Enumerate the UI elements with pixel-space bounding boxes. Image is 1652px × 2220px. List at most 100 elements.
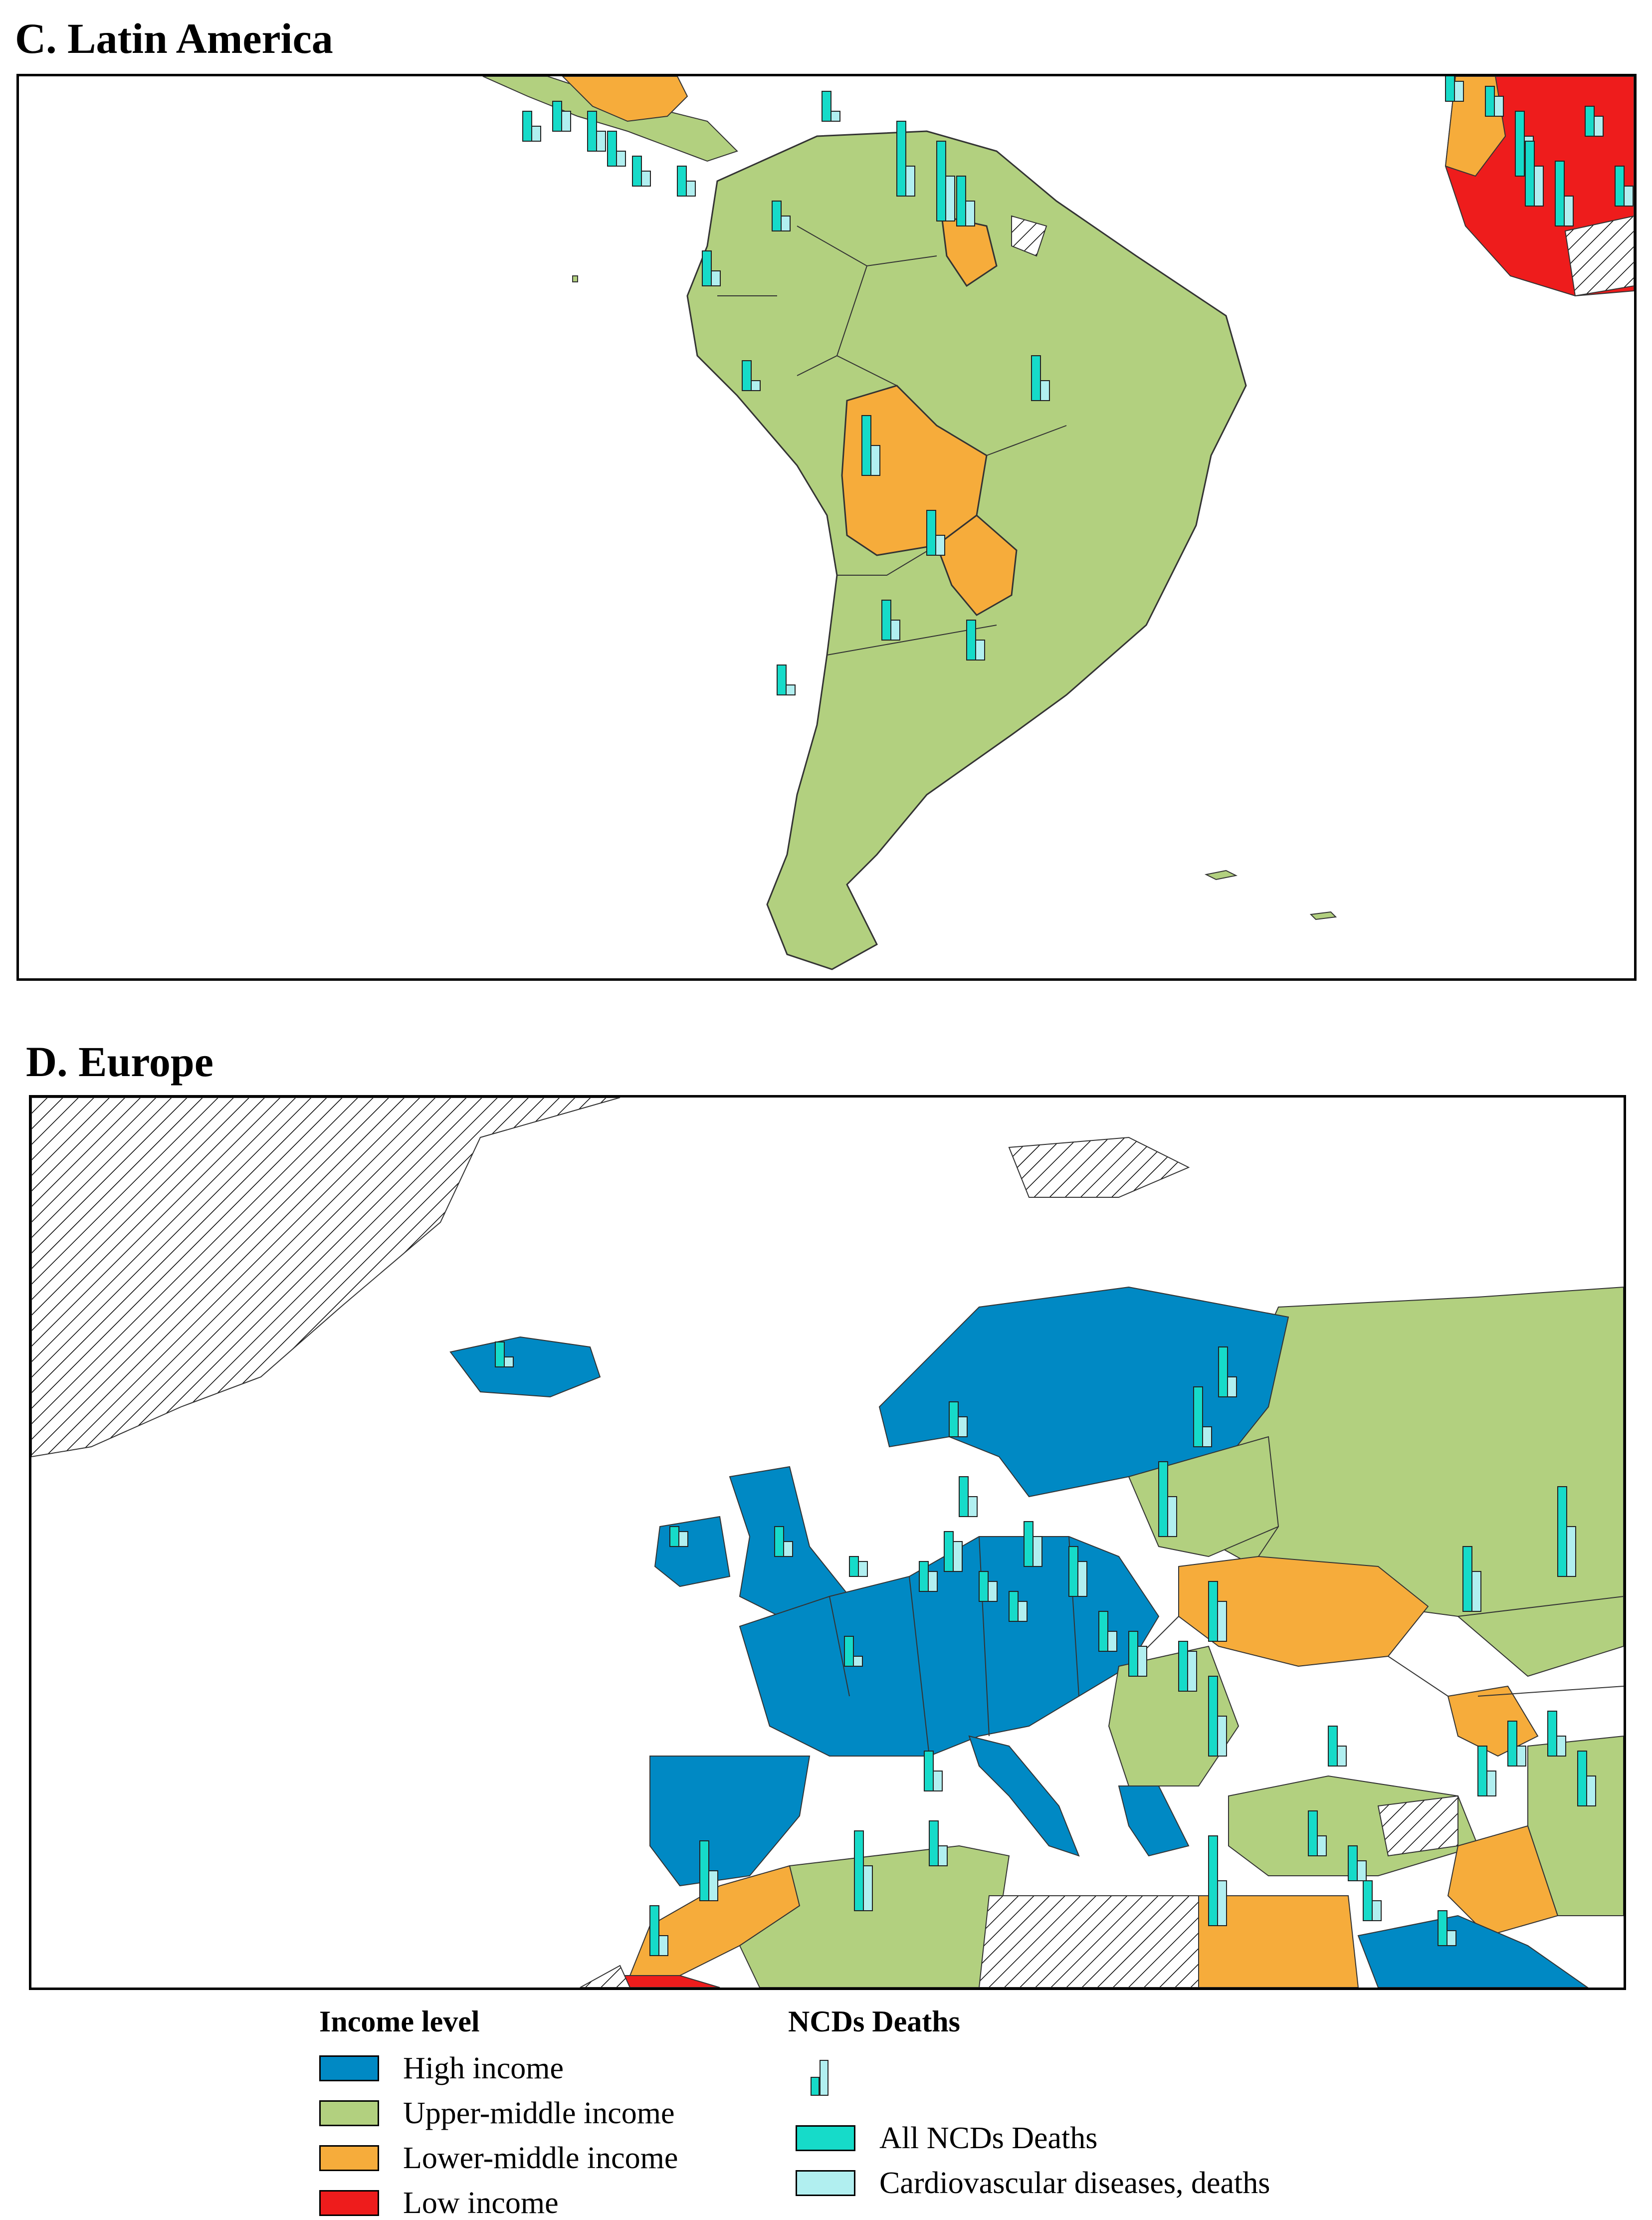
guyana-lmi bbox=[941, 215, 998, 287]
cvd-bar bbox=[751, 380, 761, 391]
all-ncds-bar bbox=[777, 665, 787, 695]
panel-title-latin-america: C. Latin America bbox=[15, 14, 333, 62]
cvd-bar bbox=[1217, 1880, 1227, 1926]
legend-label: Cardiovascular diseases, deaths bbox=[879, 2166, 1270, 2200]
cvd-bar bbox=[1032, 1536, 1042, 1567]
all-ncds-bar bbox=[1438, 1910, 1447, 1946]
all-ncds-bar bbox=[1193, 1386, 1203, 1447]
cvd-bar bbox=[1227, 1376, 1237, 1397]
eastern-europe-umi bbox=[1108, 1436, 1279, 1786]
cvd-bar bbox=[1454, 81, 1464, 102]
legend-swatch bbox=[319, 2145, 379, 2171]
cvd-bar bbox=[935, 535, 945, 556]
cvd-bar bbox=[953, 1541, 963, 1572]
cvd-bar bbox=[1471, 1571, 1481, 1612]
all-ncds-bar bbox=[495, 1341, 505, 1367]
all-ncds-bar bbox=[1208, 1835, 1218, 1926]
all-ncds-bar bbox=[607, 131, 617, 167]
cvd-bar bbox=[1217, 1601, 1227, 1642]
cvd-bar bbox=[531, 126, 541, 142]
all-ncds-bar bbox=[1308, 1810, 1318, 1856]
cvd-bar bbox=[678, 1531, 688, 1547]
cvd-bar bbox=[1317, 1835, 1327, 1856]
all-ncds-bar bbox=[669, 1526, 679, 1547]
all-ncds-bar bbox=[1031, 355, 1041, 401]
french-guiana-nodata bbox=[1011, 215, 1047, 257]
all-ncds-bar bbox=[552, 101, 562, 132]
all-ncds-bar bbox=[1328, 1726, 1338, 1767]
legend-item-deaths_items-1: Cardiovascular diseases, deaths bbox=[796, 2168, 1270, 2199]
all-ncds-bar bbox=[772, 201, 782, 231]
cvd-bar bbox=[1137, 1646, 1147, 1677]
cvd-bar bbox=[863, 1865, 873, 1911]
all-ncds-bar bbox=[1098, 1611, 1108, 1652]
all-ncds-bar bbox=[956, 176, 966, 226]
iraq-lmi bbox=[1447, 1825, 1559, 1937]
cvd-bar bbox=[1372, 1900, 1382, 1921]
all-ncds-bar bbox=[649, 1905, 659, 1956]
legend-item-income_items-0: High income bbox=[319, 2053, 564, 2084]
legend-item-income_items-1: Upper-middle income bbox=[319, 2098, 675, 2129]
all-ncds-bar bbox=[1547, 1711, 1557, 1757]
italy-high bbox=[968, 1735, 1080, 1857]
cvd-bar bbox=[1107, 1631, 1117, 1652]
cvd-bar bbox=[504, 1356, 514, 1367]
iberia-high bbox=[649, 1756, 811, 1887]
legend-swatch bbox=[319, 2100, 379, 2126]
all-ncds-bar bbox=[1158, 1461, 1168, 1537]
legend-swatch bbox=[319, 2055, 379, 2081]
cvd-bar bbox=[870, 445, 880, 476]
central-america-lmi bbox=[562, 76, 688, 122]
all-ncds-bar bbox=[1178, 1641, 1188, 1692]
all-ncds-bar bbox=[822, 91, 831, 122]
all-ncds-bar bbox=[919, 1561, 929, 1592]
paraguay-lmi bbox=[936, 514, 1018, 616]
all-ncds-bar bbox=[936, 141, 946, 222]
cvd-bar bbox=[1217, 1716, 1227, 1757]
all-ncds-bar bbox=[522, 111, 532, 142]
cvd-bar bbox=[965, 201, 975, 226]
legend-item-income_items-3: Low income bbox=[319, 2188, 559, 2219]
map-europe[interactable] bbox=[29, 1095, 1626, 1990]
all-ncds-bar bbox=[949, 1401, 959, 1437]
algeria-tunisia-umi bbox=[739, 1845, 1010, 1988]
all-ncds-bar bbox=[699, 1840, 709, 1901]
all-ncds-bar bbox=[1507, 1721, 1517, 1767]
panel-title-europe: D. Europe bbox=[26, 1038, 213, 1086]
cvd-bar bbox=[686, 181, 696, 197]
all-ncds-bar bbox=[1068, 1546, 1078, 1597]
all-ncds-bar bbox=[1024, 1521, 1033, 1567]
cvd-bar bbox=[968, 1496, 978, 1517]
europe-map-svg bbox=[31, 1098, 1624, 1988]
cvd-bar bbox=[1357, 1860, 1367, 1881]
cvd-bar bbox=[945, 176, 955, 222]
cvd-bar bbox=[1516, 1746, 1526, 1767]
all-ncds-bar bbox=[1615, 166, 1625, 207]
all-ncds-bar bbox=[929, 1820, 939, 1866]
map-latin-america[interactable] bbox=[16, 74, 1637, 981]
cvd-bar bbox=[1167, 1496, 1177, 1537]
all-ncds-bar bbox=[979, 1571, 989, 1602]
syria-nodata bbox=[1377, 1795, 1458, 1857]
cvd-bar bbox=[561, 111, 571, 132]
all-ncds-bar bbox=[1208, 1581, 1218, 1642]
all-ncds-bar bbox=[1585, 106, 1595, 137]
all-ncds-bar bbox=[896, 121, 906, 197]
western-sahara-nodata bbox=[580, 1965, 631, 1988]
cvd-bar bbox=[933, 1771, 943, 1791]
greece-high bbox=[1118, 1785, 1190, 1857]
legend-income-title: Income level bbox=[319, 2005, 480, 2038]
cvd-bar bbox=[711, 270, 721, 286]
legend-bar-sample-icon bbox=[811, 2060, 828, 2096]
all-ncds-bar bbox=[861, 415, 871, 476]
all-ncds-bar bbox=[1525, 141, 1535, 207]
cvd-bar bbox=[1564, 196, 1574, 226]
europe-country-borders bbox=[829, 1526, 1624, 1757]
all-ncds-bar bbox=[1462, 1546, 1472, 1612]
latin-america-map-svg bbox=[482, 76, 1634, 970]
all-ncds-bar bbox=[849, 1556, 859, 1577]
legend-label: All NCDs Deaths bbox=[879, 2121, 1098, 2155]
cvd-bar bbox=[1202, 1426, 1212, 1447]
cvd-bar bbox=[853, 1656, 863, 1667]
legend-swatch bbox=[796, 2170, 855, 2196]
